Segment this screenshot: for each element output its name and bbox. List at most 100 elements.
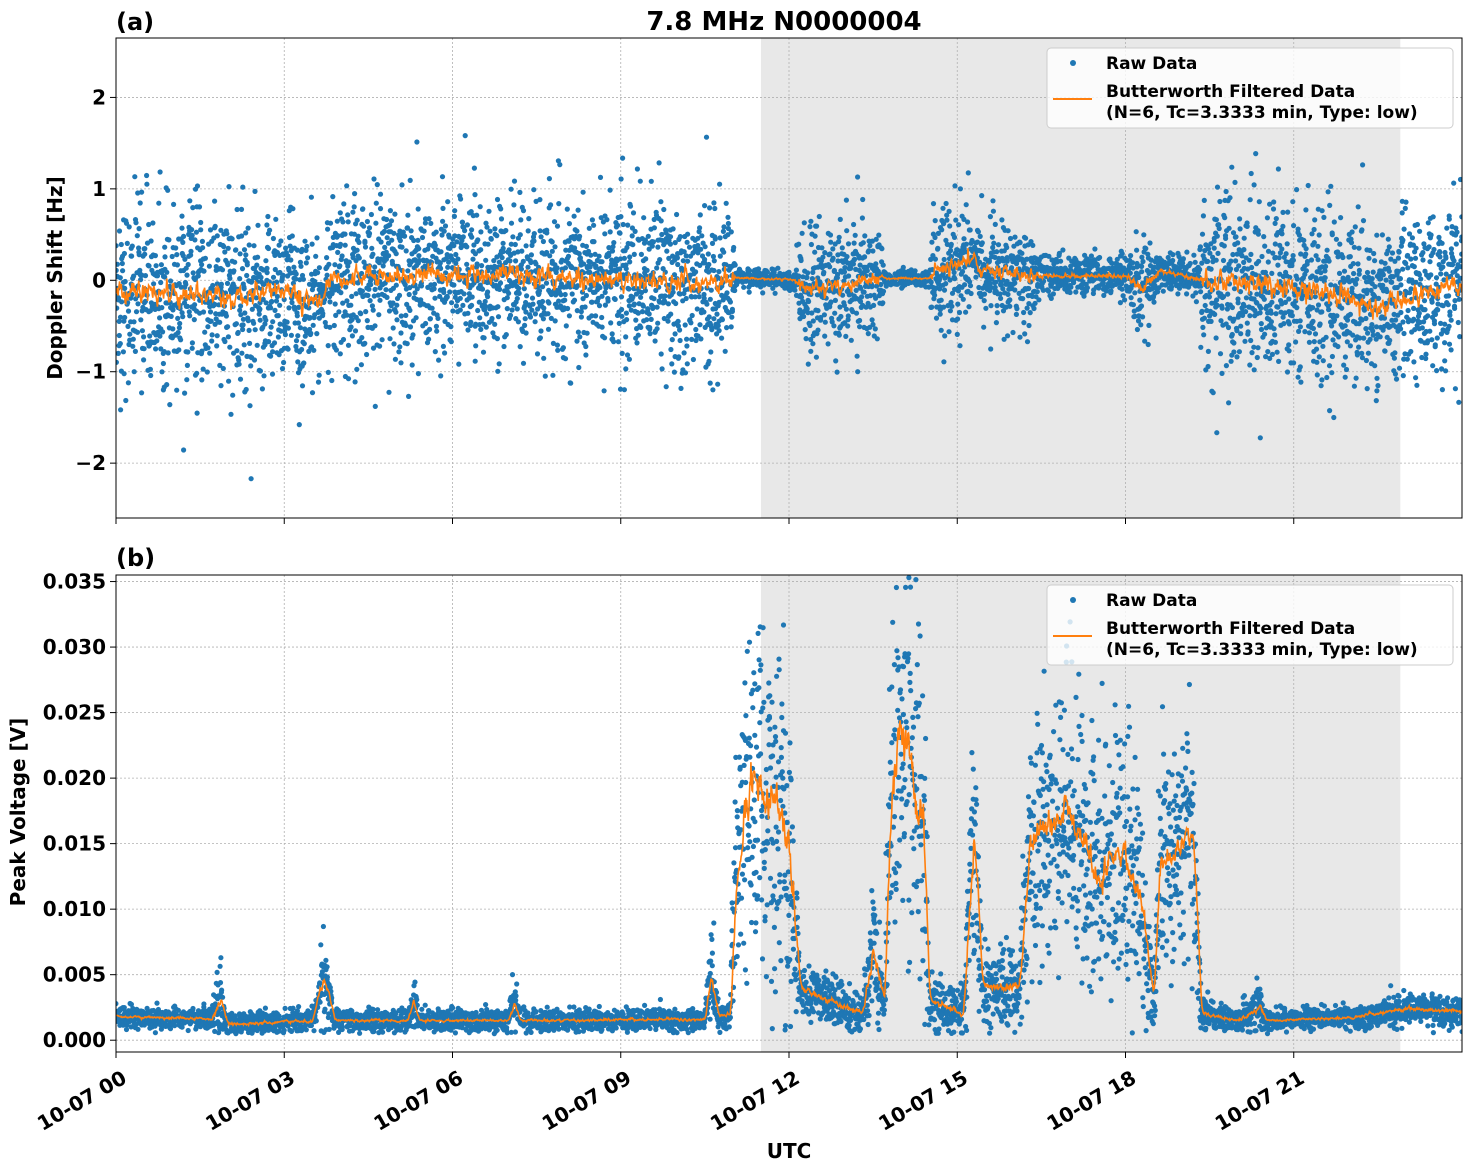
- raw-data-point: [999, 217, 1004, 222]
- raw-data-point: [484, 325, 489, 330]
- raw-data-point: [225, 262, 230, 267]
- raw-data-point: [138, 200, 143, 205]
- raw-data-point: [1298, 380, 1303, 385]
- raw-data-point: [387, 308, 392, 313]
- raw-data-point: [813, 234, 818, 239]
- raw-data-point: [516, 319, 521, 324]
- raw-data-point: [1376, 296, 1381, 301]
- raw-data-point: [237, 308, 242, 313]
- raw-data-point: [208, 309, 213, 314]
- raw-data-point: [484, 311, 489, 316]
- raw-data-point: [639, 252, 644, 257]
- raw-data-point: [1271, 199, 1276, 204]
- raw-data-point: [177, 321, 182, 326]
- raw-data-point: [603, 290, 608, 295]
- raw-data-point: [673, 331, 678, 336]
- raw-data-point: [121, 349, 126, 354]
- raw-data-point: [792, 288, 797, 293]
- raw-data-point: [1298, 364, 1303, 369]
- raw-data-point: [1284, 251, 1289, 256]
- raw-data-point: [360, 289, 365, 294]
- raw-data-point: [555, 265, 560, 270]
- raw-data-point: [142, 246, 147, 251]
- raw-data-point: [147, 333, 152, 338]
- raw-data-point: [688, 320, 693, 325]
- raw-data-point: [157, 315, 162, 320]
- raw-data-point: [1270, 251, 1275, 256]
- raw-data-point: [718, 235, 723, 240]
- raw-data-point: [370, 252, 375, 257]
- raw-data-point: [724, 201, 729, 206]
- raw-data-point: [619, 294, 624, 299]
- raw-data-point: [1374, 398, 1379, 403]
- raw-data-point: [660, 366, 665, 371]
- raw-data-point: [566, 254, 571, 259]
- raw-data-point: [310, 242, 315, 247]
- raw-data-point: [1249, 171, 1254, 176]
- raw-data-point: [1382, 316, 1387, 321]
- raw-data-point: [837, 235, 842, 240]
- raw-data-point: [1327, 408, 1332, 413]
- raw-data-point: [495, 369, 500, 374]
- raw-data-point: [584, 244, 589, 249]
- raw-data-point: [441, 344, 446, 349]
- raw-data-point: [313, 254, 318, 259]
- raw-data-point: [139, 390, 144, 395]
- raw-data-point: [1198, 244, 1203, 249]
- raw-data-point: [587, 226, 592, 231]
- raw-data-point: [286, 347, 291, 352]
- raw-data-point: [670, 337, 675, 342]
- raw-data-point: [367, 231, 372, 236]
- raw-data-point: [371, 176, 376, 181]
- raw-data-point: [286, 305, 291, 310]
- raw-data-point: [879, 246, 884, 251]
- raw-data-point: [454, 303, 459, 308]
- raw-data-point: [1008, 236, 1013, 241]
- raw-data-point: [574, 229, 579, 234]
- raw-data-point: [855, 369, 860, 374]
- raw-data-point: [998, 291, 1003, 296]
- raw-data-point: [1146, 323, 1151, 328]
- raw-data-point: [844, 254, 849, 259]
- raw-data-point: [265, 270, 270, 275]
- raw-data-point: [832, 311, 837, 316]
- raw-data-point: [697, 294, 702, 299]
- raw-data-point: [1236, 300, 1241, 305]
- raw-data-point: [146, 263, 151, 268]
- raw-data-point: [695, 306, 700, 311]
- raw-data-point: [862, 233, 867, 238]
- raw-data-point: [628, 204, 633, 209]
- raw-data-point: [524, 330, 529, 335]
- raw-data-point: [1343, 323, 1348, 328]
- raw-data-point: [1269, 311, 1274, 316]
- raw-data-point: [555, 348, 560, 353]
- raw-data-point: [1326, 307, 1331, 312]
- raw-data-point: [1296, 227, 1301, 232]
- raw-data-point: [1324, 375, 1329, 380]
- raw-data-point: [1234, 354, 1239, 359]
- raw-data-point: [725, 215, 730, 220]
- raw-data-point: [1242, 236, 1247, 241]
- raw-data-point: [557, 162, 562, 167]
- raw-data-point: [337, 263, 342, 268]
- raw-data-point: [807, 323, 812, 328]
- raw-data-point: [1337, 242, 1342, 247]
- raw-data-point: [1224, 189, 1229, 194]
- raw-data-point: [179, 214, 184, 219]
- raw-data-point: [1131, 302, 1136, 307]
- raw-data-point: [365, 293, 370, 298]
- raw-data-point: [190, 340, 195, 345]
- raw-data-point: [1259, 321, 1264, 326]
- raw-data-point: [712, 206, 717, 211]
- raw-data-point: [651, 296, 656, 301]
- raw-data-point: [721, 229, 726, 234]
- raw-data-point: [333, 301, 338, 306]
- raw-data-point: [672, 370, 677, 375]
- raw-data-point: [932, 235, 937, 240]
- raw-data-point: [207, 351, 212, 356]
- raw-data-point: [1294, 187, 1299, 192]
- raw-data-point: [394, 283, 399, 288]
- raw-data-point: [391, 341, 396, 346]
- raw-data-point: [267, 228, 272, 233]
